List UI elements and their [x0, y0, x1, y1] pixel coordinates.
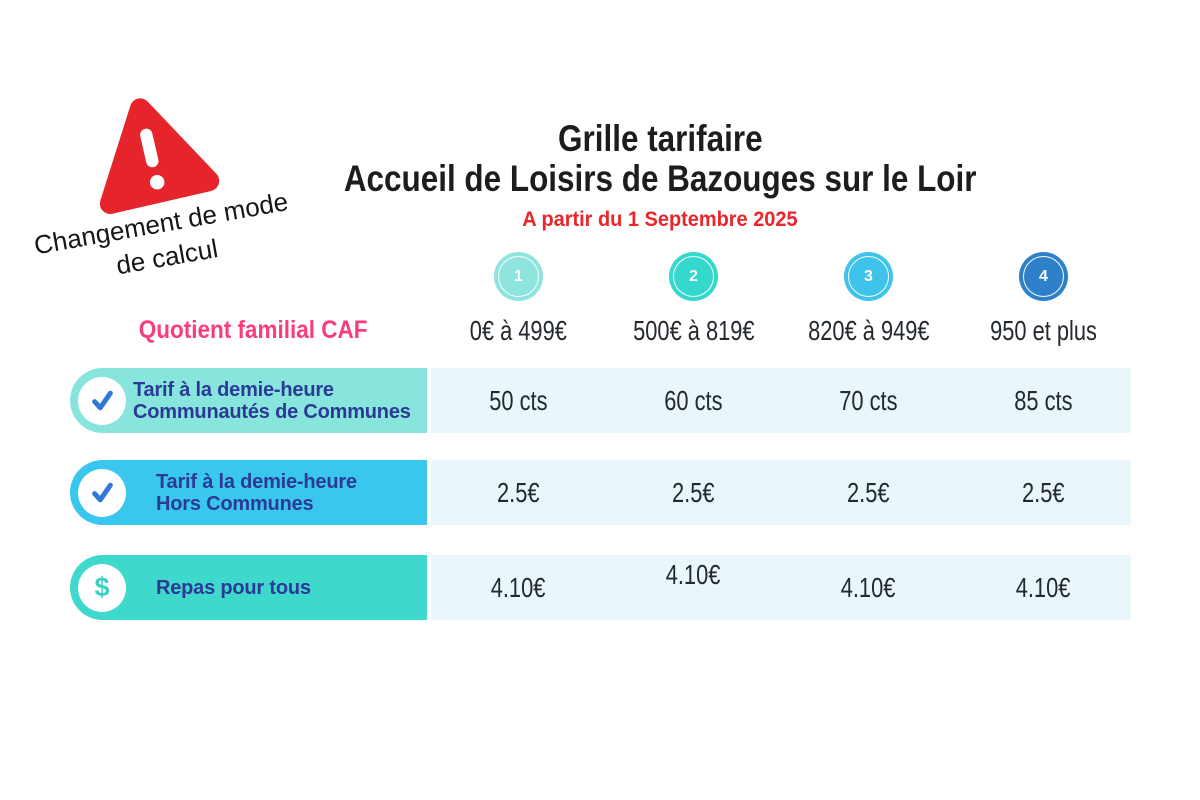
table-row-values-1: 50 cts 60 cts 70 cts 85 cts: [431, 368, 1131, 433]
row-label-tarif-communes: Tarif à la demie-heure Communautés de Co…: [70, 368, 427, 433]
column-header-3: 820€ à 949€: [807, 315, 930, 346]
page-title-line2: Accueil de Loisirs de Bazouges sur le Lo…: [343, 158, 977, 199]
row-label-text: Tarif à la demie-heure Hors Communes: [156, 470, 357, 515]
check-icon: [78, 376, 126, 425]
check-icon: [78, 468, 126, 517]
price-cell: 2.5€: [847, 476, 890, 508]
price-cell: 85 cts: [1014, 384, 1073, 416]
category-circle-3: 3: [844, 252, 893, 301]
row-label-tarif-hors-communes: Tarif à la demie-heure Hors Communes: [70, 460, 427, 525]
price-cell: 50 cts: [489, 384, 548, 416]
column-header-4: 950 et plus: [990, 315, 1097, 346]
page-title-line1: Grille tarifaire: [557, 118, 763, 159]
price-cell: 60 cts: [664, 384, 723, 416]
row-label-repas: $ Repas pour tous: [70, 555, 427, 620]
price-cell: 4.10€: [1016, 571, 1071, 603]
warning-triangle-icon: [99, 98, 220, 215]
category-circle-2: 2: [669, 252, 718, 301]
table-row-values-2: 2.5€ 2.5€ 2.5€ 2.5€: [431, 460, 1131, 525]
column-header-1: 0€ à 499€: [469, 315, 568, 346]
price-cell: 70 cts: [839, 384, 898, 416]
effective-date-subtitle: A partir du 1 Septembre 2025: [522, 208, 798, 231]
table-row-values-3: 4.10€ 4.10€ 4.10€ 4.10€: [431, 555, 1131, 620]
price-cell: 2.5€: [1022, 476, 1065, 508]
row-label-text: Repas pour tous: [156, 576, 311, 599]
category-circle-4: 4: [1019, 252, 1068, 301]
category-circle-1: 1: [494, 252, 543, 301]
dollar-icon: $: [78, 563, 126, 612]
title-block: Grille tarifaire Accueil de Loisirs de B…: [280, 119, 1040, 232]
column-header-2: 500€ à 819€: [632, 315, 755, 346]
price-cell: 4.10€: [491, 571, 546, 603]
price-cell: 2.5€: [672, 476, 715, 508]
category-circles-row: 1 2 3 4: [431, 252, 1131, 301]
price-cell: 4.10€: [666, 558, 721, 590]
row-header-quotient-familial: Quotient familial CAF: [138, 316, 368, 344]
row-label-text: Tarif à la demie-heure Communautés de Co…: [133, 378, 411, 423]
price-cell: 2.5€: [497, 476, 540, 508]
price-cell: 4.10€: [841, 571, 896, 603]
column-headers-row: 0€ à 499€ 500€ à 819€ 820€ à 949€ 950 et…: [431, 315, 1131, 347]
